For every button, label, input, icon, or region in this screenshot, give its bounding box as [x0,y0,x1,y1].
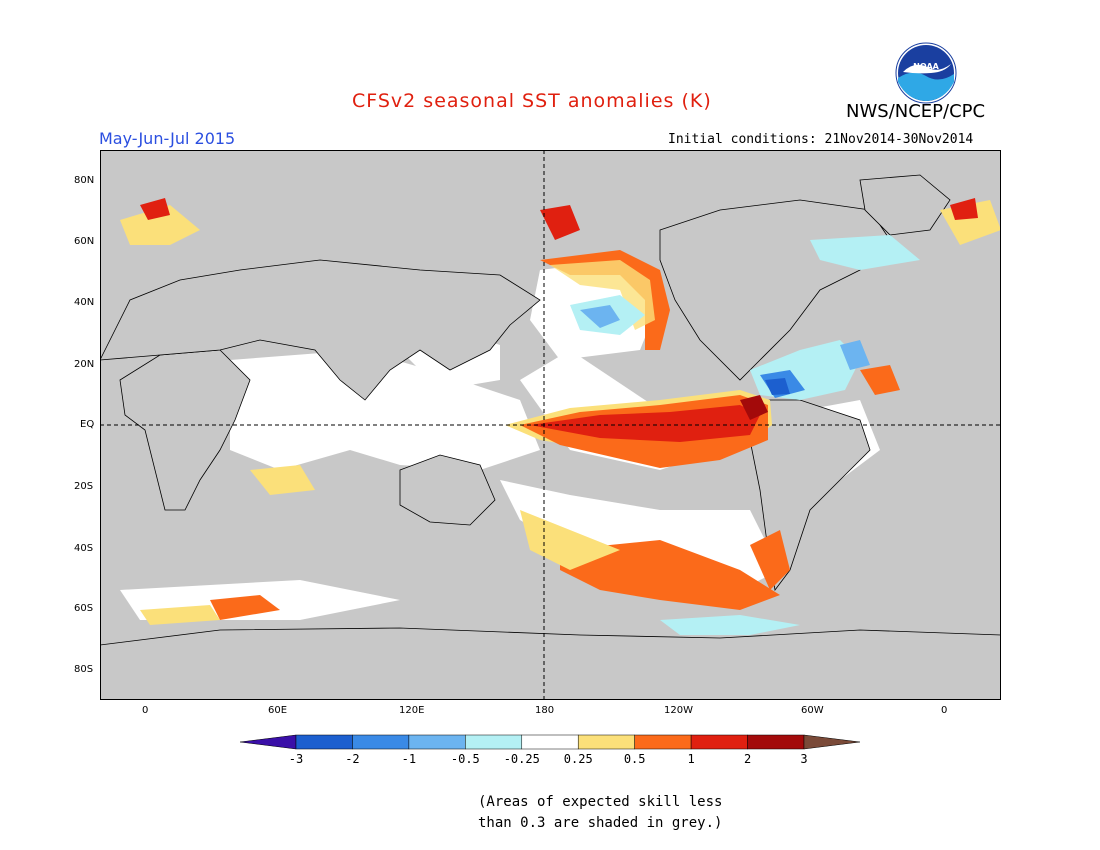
colorbar-cell [747,734,805,750]
colorbar-tick-label: -1 [402,752,416,766]
colorbar-tick-label: 2 [744,752,751,766]
colorbar-tick-label: -3 [289,752,303,766]
map-reference-lines [100,150,1001,700]
colorbar-cell-min [239,734,297,750]
colorbar-cell-max [803,734,861,750]
colorbar-cell [521,734,579,750]
colorbar-legend: -3 -2 -1 -0.5 -0.25 0.25 0.5 1 2 3 [239,734,861,766]
colorbar-tick-label: -2 [345,752,359,766]
lat-label-eq: EQ [80,419,95,430]
agency-label: NWS/NCEP/CPC [846,101,986,122]
warm-anomalies [120,198,1001,625]
footnote-line-2: than 0.3 are shaded in grey.) [478,815,723,831]
lat-label-80s: 80S [74,664,94,675]
colorbar-cell [465,734,523,750]
lon-label-0-east: 0 [941,705,948,716]
lat-label-40n: 40N [74,297,95,308]
colorbar-cell [690,734,748,750]
map-title: CFSv2 seasonal SST anomalies (K) [352,90,712,112]
lat-label-80n: 80N [74,175,95,186]
lon-label-120e: 120E [399,705,425,716]
lon-label-180: 180 [535,705,555,716]
colorbar-tick-label: 3 [800,752,807,766]
colorbar-cell [577,734,635,750]
logo-text: NOAA [913,62,939,71]
colorbar-cell [295,734,353,750]
skill-footnote: (Areas of expected skill less than 0.3 a… [478,792,722,834]
footnote-line-1: (Areas of expected skill less [478,794,723,810]
lat-label-20n: 20N [74,359,95,370]
initial-conditions-label: Initial conditions: 21Nov2014-30Nov2014 [668,132,974,147]
lon-label-0: 0 [142,705,149,716]
period-label: May-Jun-Jul 2015 [99,129,236,148]
lat-label-40s: 40S [74,543,94,554]
sst-anomaly-map [100,150,1001,700]
continent-outlines [100,174,1001,700]
lon-label-120w: 120W [664,705,693,716]
colorbar-labels: -3 -2 -1 -0.5 -0.25 0.25 0.5 1 2 3 [289,752,808,766]
noaa-logo-icon: NOAA [895,42,957,104]
lat-label-60n: 60N [74,236,95,247]
lon-label-60w: 60W [801,705,824,716]
lon-label-60e: 60E [268,705,288,716]
colorbar-cells [239,734,861,750]
colorbar-cell [408,734,466,750]
lat-label-60s: 60S [74,603,94,614]
lat-label-20s: 20S [74,481,94,492]
colorbar-cell [352,734,410,750]
colorbar-cell [634,734,692,750]
colorbar-tick-label: 0.25 [564,752,593,766]
cool-anomalies [570,235,920,635]
colorbar-tick-label: 1 [687,752,694,766]
colorbar-tick-label: -0.25 [504,752,540,766]
colorbar-tick-label: -0.5 [451,752,480,766]
colorbar-tick-label: 0.5 [624,752,646,766]
